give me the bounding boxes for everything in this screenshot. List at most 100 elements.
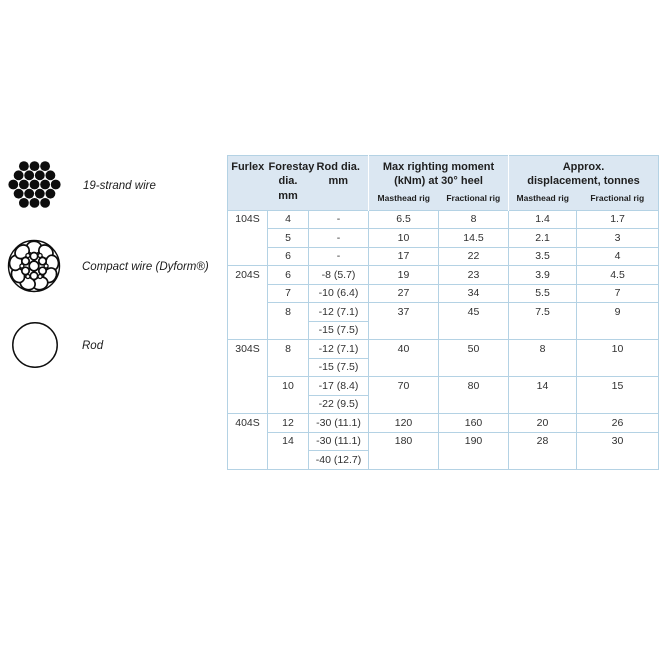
forestay-dia-cell: 5 <box>267 228 309 248</box>
rod-dia-cell: -15 (7.5) <box>308 320 369 340</box>
furlex-model-cell: 204S <box>227 265 268 340</box>
moment-masthead-cell: 40 <box>368 339 439 377</box>
moment-fractional-cell: 190 <box>437 431 510 470</box>
displacement-masthead-cell: 8 <box>508 339 578 377</box>
displacement-masthead-cell: 7.5 <box>508 302 578 340</box>
table-row: 204S 6 -8 (5.7) 19 23 3.9 4.5 <box>227 265 660 340</box>
rod-dia-cell: -30 (11.1) <box>308 413 369 433</box>
subheader-displacement-fractional-rig: Fractional rig <box>576 191 659 210</box>
rod-dia-cell: - <box>308 209 369 229</box>
moment-masthead-cell: 70 <box>368 376 439 414</box>
header-forestay-dia: Forestay dia. mm <box>267 155 314 210</box>
compact-wire-icon <box>7 239 61 293</box>
displacement-fractional-cell: 9 <box>576 302 660 340</box>
rod-dia-cell: -17 (8.4) <box>308 376 369 396</box>
moment-masthead-cell: 6.5 <box>368 209 439 229</box>
subheader-displacement-masthead-rig: Masthead rig <box>508 191 577 210</box>
table-row: 5-10 14.5 2.1 3 <box>228 228 660 248</box>
displacement-masthead-cell: 1.4 <box>508 209 578 229</box>
header-approx-displacement: Approx. displacement, tonnes <box>508 155 659 191</box>
forestay-dia-cell: 6 <box>267 246 309 266</box>
table-row: 6-17 22 3.5 4 <box>228 246 660 266</box>
table-row: 304S 8 -12 (7.1) 40 50 8 10 <box>227 339 660 414</box>
moment-masthead-cell: 180 <box>368 431 439 470</box>
spec-table-body: 104S 4-6.5 8 1.4 1.7 5-10 14.5 2.1 3 6-17 22 3.5 4 20… <box>227 209 660 470</box>
displacement-fractional-cell: 15 <box>576 376 660 414</box>
rod-dia-cell: -12 (7.1) <box>308 339 369 359</box>
rod-dia-cell: -22 (9.5) <box>308 394 369 414</box>
forestay-dia-cell: 8 <box>267 302 309 340</box>
displacement-fractional-cell: 4.5 <box>576 265 660 285</box>
table-row: 14 -30 (11.1) 180 190 28 30 <box>228 431 660 470</box>
moment-fractional-cell: 34 <box>437 283 510 303</box>
rod-dia-cell: -15 (7.5) <box>308 357 369 377</box>
forestay-dia-cell: 7 <box>267 283 309 303</box>
displacement-masthead-cell: 14 <box>508 376 578 414</box>
moment-fractional-cell: 50 <box>437 339 510 377</box>
rod-dia-cell: - <box>308 228 369 248</box>
moment-fractional-cell: 80 <box>437 376 510 414</box>
displacement-fractional-cell: 26 <box>576 413 660 433</box>
moment-fractional-cell: 160 <box>437 413 510 433</box>
furlex-model-cell: 404S <box>227 413 268 470</box>
moment-masthead-cell: 10 <box>368 228 439 248</box>
19-strand-wire-icon <box>8 161 61 208</box>
table-row: 8 -12 (7.1) 37 45 7.5 9 <box>228 302 660 340</box>
legend-label-rod: Rod <box>82 340 104 352</box>
table-row: 7 -10 (6.4) 27 34 5.5 7 <box>228 283 660 303</box>
rod-dia-cell: -8 (5.7) <box>308 265 369 285</box>
table-row: 10 -17 (8.4) 70 80 14 15 <box>228 376 660 414</box>
displacement-fractional-cell: 7 <box>576 283 660 303</box>
moment-masthead-cell: 27 <box>368 283 439 303</box>
furlex-spec-table: Furlex Forestay dia. mm Rod dia. mm Max … <box>227 155 660 470</box>
rod-icon <box>12 322 58 368</box>
rod-dia-cell: -12 (7.1) <box>308 302 369 322</box>
displacement-masthead-cell: 3.5 <box>508 246 578 266</box>
moment-masthead-cell: 120 <box>368 413 439 433</box>
displacement-fractional-cell: 4 <box>576 246 660 266</box>
table-row: 104S 4-6.5 8 1.4 1.7 <box>227 209 660 266</box>
moment-masthead-cell: 17 <box>368 246 439 266</box>
displacement-masthead-cell: 5.5 <box>508 283 578 303</box>
table-row: 404S 12 -30 (11.1) 120 160 20 26 <box>227 413 660 470</box>
rod-dia-cell: -10 (6.4) <box>308 283 369 303</box>
subheader-moment-masthead-rig: Masthead rig <box>368 191 439 210</box>
forestay-dia-cell: 8 <box>267 339 309 377</box>
moment-fractional-cell: 45 <box>437 302 510 340</box>
rod-dia-cell: - <box>308 246 369 266</box>
displacement-fractional-cell: 30 <box>576 431 660 470</box>
displacement-masthead-cell: 28 <box>508 431 578 470</box>
table-row: -40 (12.7) <box>228 450 659 470</box>
header-furlex: Furlex <box>227 155 268 210</box>
displacement-masthead-cell: 20 <box>508 413 578 433</box>
furlex-model-cell: 104S <box>227 209 268 266</box>
header-max-righting-moment: Max righting moment (kNm) at 30° heel <box>367 155 509 191</box>
subheader-moment-fractional-rig: Fractional rig <box>438 191 509 210</box>
displacement-masthead-cell: 3.9 <box>508 265 578 285</box>
legend-label-compact-wire: Compact wire (Dyform®) <box>82 261 209 273</box>
displacement-fractional-cell: 3 <box>576 228 660 248</box>
moment-fractional-cell: 23 <box>437 265 510 285</box>
spec-table: Furlex Forestay dia. mm Rod dia. mm Max … <box>227 155 660 470</box>
moment-masthead-cell: 37 <box>368 302 439 340</box>
forestay-dia-cell: 10 <box>267 376 309 414</box>
rod-dia-cell: -30 (11.1) <box>308 431 369 451</box>
moment-fractional-cell: 14.5 <box>437 228 510 248</box>
header-rod-dia: Rod dia. mm <box>308 155 369 210</box>
forestay-dia-cell: 12 <box>267 413 309 433</box>
moment-fractional-cell: 8 <box>437 209 510 229</box>
moment-fractional-cell: 22 <box>437 246 510 266</box>
table-row: -15 (7.5) <box>228 357 659 377</box>
table-row: -22 (9.5) <box>228 394 659 414</box>
forestay-dia-cell: 14 <box>267 431 309 470</box>
displacement-masthead-cell: 2.1 <box>508 228 578 248</box>
legend-label-19-strand-wire: 19-strand wire <box>83 180 156 192</box>
rod-dia-cell: -40 (12.7) <box>308 450 369 470</box>
forestay-dia-cell: 6 <box>267 265 309 285</box>
moment-masthead-cell: 19 <box>368 265 439 285</box>
forestay-dia-cell: 4 <box>267 209 309 229</box>
displacement-fractional-cell: 1.7 <box>576 209 660 229</box>
displacement-fractional-cell: 10 <box>576 339 660 377</box>
furlex-model-cell: 304S <box>227 339 268 414</box>
